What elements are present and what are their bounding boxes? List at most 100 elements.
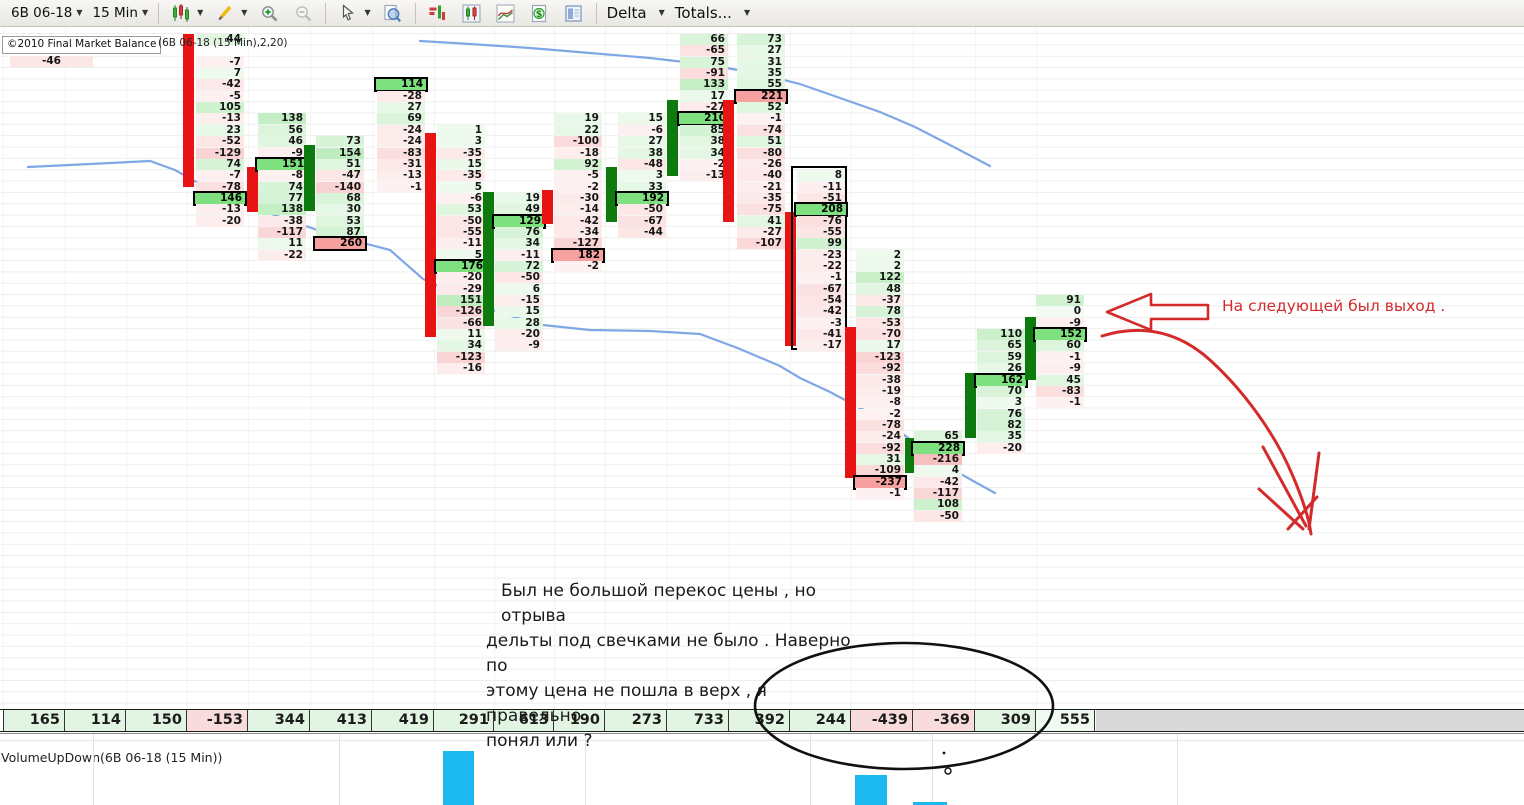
delta-cell: 49 <box>495 204 543 216</box>
delta-cell: 108 <box>914 499 962 511</box>
delta-cell: -29 <box>437 283 485 295</box>
delta-cell: -8 <box>856 397 904 409</box>
delta-cell: -2 <box>680 158 728 170</box>
footprint-chart-canvas[interactable]: 44 -7 7 -42 -5 105 -13 23 -52 -129 74 -7 -78 146 -13 -2… <box>0 27 1524 709</box>
delta-cell: -9 <box>1036 363 1084 375</box>
chart-style-button[interactable]: ▼ <box>164 0 208 26</box>
pointer-tool-button[interactable]: ▼ <box>331 0 375 26</box>
delta-cell: -19 <box>856 385 904 397</box>
delta-cell: -18 <box>554 147 602 159</box>
delta-cell: -28 <box>377 90 425 102</box>
delta-cell: 34 <box>437 340 485 352</box>
candle-body <box>965 372 976 438</box>
delta-cell: -117 <box>258 226 306 238</box>
delta-cell: -30 <box>554 192 602 204</box>
symbol-selector[interactable]: 6B 06-18 ▼ <box>6 3 88 23</box>
delta-cell: -5 <box>554 170 602 182</box>
delta-cell: -41 <box>797 329 845 341</box>
delta-cell: -50 <box>437 215 485 227</box>
delta-cell: -2 <box>554 261 602 272</box>
delta-mode-selector[interactable]: Delta ▼ <box>602 2 670 24</box>
delta-cell: -50 <box>618 204 666 216</box>
volume-gridline-vertical <box>339 734 340 805</box>
footprint-view-button[interactable] <box>421 0 455 26</box>
delta-cell: 31 <box>737 56 785 68</box>
delta-cell: 59 <box>977 351 1025 363</box>
zoom-out-button[interactable] <box>286 0 320 26</box>
delta-cell: -5 <box>196 90 244 102</box>
delta-cell: 74 <box>196 158 244 170</box>
delta-cell: 73 <box>316 136 364 148</box>
toolbar-separator <box>414 2 416 24</box>
delta-cell: -107 <box>737 238 785 250</box>
delta-cell: 1 <box>437 124 485 136</box>
delta-cell: 35 <box>977 431 1025 443</box>
delta-cell: 6 <box>495 283 543 295</box>
delta-cell: 4 <box>914 465 962 477</box>
delta-cell: 69 <box>377 113 425 125</box>
delta-cell: -42 <box>196 79 244 91</box>
table-panel-button[interactable] <box>557 0 591 26</box>
delta-cell: -2 <box>856 408 904 420</box>
dollar-stats-button[interactable]: $ <box>523 0 557 26</box>
delta-cell: -15 <box>495 295 543 307</box>
delta-cell: -51 <box>797 192 845 204</box>
delta-cell: -1 <box>797 272 845 284</box>
total-delta-cell: 114 <box>65 710 126 731</box>
delta-cell: -31 <box>377 158 425 170</box>
volume-panel[interactable]: VolumeUpDown(6B 06-18 (15 Min)) <box>0 734 1524 805</box>
volume-study-label: VolumeUpDown(6B 06-18 (15 Min)) <box>1 750 223 765</box>
chart-inspect-button[interactable] <box>376 0 410 26</box>
total-delta-cell: -153 <box>187 710 248 731</box>
delta-cell: -216 <box>914 453 962 465</box>
delta-cell: -24 <box>377 124 425 136</box>
delta-cell: 26 <box>977 363 1025 375</box>
delta-cell: -11 <box>495 249 543 261</box>
delta-cell: 138 <box>258 113 306 125</box>
delta-cell: 55 <box>737 79 785 91</box>
delta-cell: 110 <box>977 329 1025 341</box>
line-chart-button[interactable] <box>489 0 523 26</box>
volume-gridline-vertical <box>932 734 933 805</box>
total-delta-cell: 419 <box>372 710 434 731</box>
delta-cell: -16 <box>437 363 485 375</box>
totals-selector[interactable]: Totals... ▼ <box>670 2 755 24</box>
delta-cell: -37 <box>856 295 904 307</box>
chevron-down-icon: ▼ <box>743 8 751 17</box>
timeframe-selector[interactable]: 15 Min ▼ <box>88 3 154 23</box>
draw-tool-button[interactable]: ▼ <box>208 0 252 26</box>
candles-panel-button[interactable] <box>455 0 489 26</box>
delta-cell: 92 <box>554 158 602 170</box>
delta-cell: -3 <box>797 317 845 329</box>
candle-body <box>723 100 734 222</box>
delta-cell: -80 <box>737 147 785 159</box>
delta-cell: -100 <box>554 136 602 148</box>
delta-cell: 138 <box>258 204 306 216</box>
delta-cell: -47 <box>316 170 364 182</box>
delta-cell: -34 <box>554 226 602 238</box>
delta-cell: -123 <box>437 351 485 363</box>
delta-cell: 56 <box>258 124 306 136</box>
delta-cell: -50 <box>914 510 962 522</box>
chevron-down-icon: ▼ <box>364 8 371 17</box>
candle-body <box>667 100 678 177</box>
delta-cell: 75 <box>680 56 728 68</box>
chevron-down-icon: ▼ <box>658 8 665 17</box>
delta-cell: -70 <box>856 329 904 341</box>
delta-cell-highlight: 260 <box>313 236 367 252</box>
delta-cell: -8 <box>258 170 306 182</box>
delta-cell: -78 <box>856 419 904 431</box>
delta-cell: 17 <box>680 90 728 102</box>
delta-cell: 154 <box>316 147 364 159</box>
delta-cell: -23 <box>797 249 845 261</box>
volume-bar <box>913 802 947 805</box>
delta-cell: -83 <box>377 147 425 159</box>
zoom-in-button[interactable] <box>252 0 286 26</box>
delta-cell: 76 <box>977 408 1025 420</box>
delta-cell: -127 <box>554 238 602 250</box>
symbol-label: 6B 06-18 <box>11 5 73 21</box>
delta-cell: 11 <box>258 238 306 250</box>
delta-cell: -40 <box>737 170 785 182</box>
delta-cell: 15 <box>618 113 666 125</box>
